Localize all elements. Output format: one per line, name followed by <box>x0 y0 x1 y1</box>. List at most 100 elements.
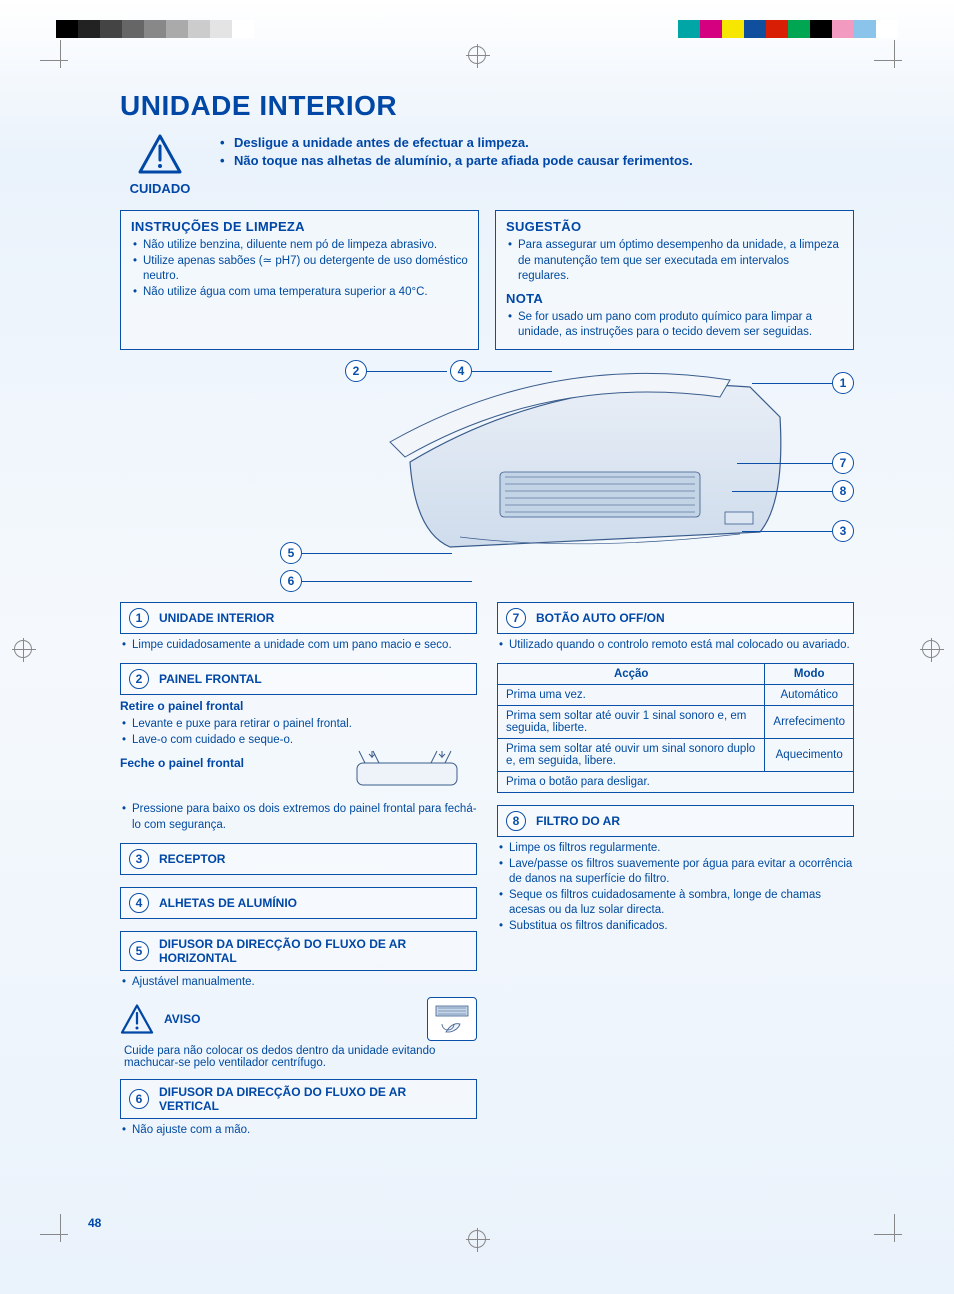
sec-item: Limpe os filtros regularmente. <box>497 841 854 857</box>
hand-fan-icon <box>427 997 477 1041</box>
cuidado-bullet: Desligue a unidade antes de efectuar a l… <box>234 134 529 152</box>
warning-triangle-icon <box>120 1004 154 1034</box>
sugestao-nota-box: SUGESTÃO Para assegurar um óptimo desemp… <box>495 210 854 350</box>
box-item: Utilize apenas sabões (≃ pH7) ou deterge… <box>131 254 468 285</box>
table-row: Prima sem soltar até ouvir um sinal sono… <box>498 739 854 772</box>
callout-6: 6 <box>280 570 302 592</box>
callout-5: 5 <box>280 542 302 564</box>
subhead: Retire o painel frontal <box>120 699 477 713</box>
sec-title: UNIDADE INTERIOR <box>159 611 274 625</box>
callout-1: 1 <box>832 372 854 394</box>
td-mode: Arrefecimento <box>765 706 854 739</box>
aviso-row: AVISO <box>120 997 477 1041</box>
aviso-text: Cuide para não colocar os dedos dentro d… <box>120 1045 477 1069</box>
crop-mark <box>874 40 914 80</box>
grayscale-bar <box>56 20 254 38</box>
registration-mark <box>468 1230 486 1248</box>
sec-item: Seque os filtros cuidadosamente à sombra… <box>497 888 854 919</box>
sec2-header: 2 PAINEL FRONTAL <box>120 663 477 695</box>
sec-title: FILTRO DO AR <box>536 814 620 828</box>
callout-4: 4 <box>450 360 472 382</box>
box-item: Se for usado um pano com produto químico… <box>506 310 843 341</box>
callout-7: 7 <box>832 452 854 474</box>
box-item: Não utilize água com uma temperatura sup… <box>131 285 468 301</box>
registration-mark <box>468 46 486 64</box>
num-circle: 8 <box>506 811 526 831</box>
info-boxes: INSTRUÇÕES DE LIMPEZA Não utilize benzin… <box>120 210 854 350</box>
left-column: 1 UNIDADE INTERIOR Limpe cuidadosamente … <box>120 602 477 1149</box>
box-item: Para assegurar um óptimo desempenho da u… <box>506 238 843 285</box>
td-action: Prima sem soltar até ouvir 1 sinal sonor… <box>498 706 765 739</box>
aviso-label: AVISO <box>164 1012 200 1026</box>
th-action: Acção <box>498 664 765 685</box>
cuidado-block: CUIDADO <box>120 134 200 196</box>
table-row: Prima sem soltar até ouvir 1 sinal sonor… <box>498 706 854 739</box>
num-circle: 1 <box>129 608 149 628</box>
num-circle: 3 <box>129 849 149 869</box>
sec-item: Pressione para baixo os dois extremos do… <box>120 802 477 833</box>
box-title: SUGESTÃO <box>506 219 843 234</box>
num-circle: 2 <box>129 669 149 689</box>
sec-title: DIFUSOR DA DIRECÇÃO DO FLUXO DE AR VERTI… <box>159 1085 468 1113</box>
page-number: 48 <box>88 1216 101 1230</box>
table-row: Prima uma vez. Automático <box>498 685 854 706</box>
page: UNIDADE INTERIOR CUIDADO •Desligue a uni… <box>0 0 954 1294</box>
box-title: INSTRUÇÕES DE LIMPEZA <box>131 219 468 234</box>
crop-mark <box>40 1214 80 1254</box>
registration-mark <box>14 640 32 658</box>
content-area: UNIDADE INTERIOR CUIDADO •Desligue a uni… <box>120 90 854 1148</box>
sec6-header: 6 DIFUSOR DA DIRECÇÃO DO FLUXO DE AR VER… <box>120 1079 477 1119</box>
sec-item: Levante e puxe para retirar o painel fro… <box>120 717 477 733</box>
sec-item: Substitua os filtros danificados. <box>497 919 854 935</box>
td-action: Prima uma vez. <box>498 685 765 706</box>
sec-title: ALHETAS DE ALUMÍNIO <box>159 896 297 910</box>
num-circle: 5 <box>129 941 149 961</box>
callout-2: 2 <box>345 360 367 382</box>
crop-mark <box>874 1214 914 1254</box>
lower-columns: 1 UNIDADE INTERIOR Limpe cuidadosamente … <box>120 602 854 1149</box>
sec7-header: 7 BOTÃO AUTO OFF/ON <box>497 602 854 634</box>
sec3-header: 3 RECEPTOR <box>120 843 477 875</box>
num-circle: 6 <box>129 1089 149 1109</box>
sec-item: Não ajuste com a mão. <box>120 1123 477 1139</box>
box-item: Não utilize benzina, diluente nem pó de … <box>131 238 468 254</box>
right-column: 7 BOTÃO AUTO OFF/ON Utilizado quando o c… <box>497 602 854 1149</box>
td-action: Prima o botão para desligar. <box>498 772 854 793</box>
table-row: Prima o botão para desligar. <box>498 772 854 793</box>
callout-8: 8 <box>832 480 854 502</box>
cuidado-bullets: •Desligue a unidade antes de efectuar a … <box>220 134 854 169</box>
registration-mark <box>922 640 940 658</box>
th-mode: Modo <box>765 664 854 685</box>
sec4-header: 4 ALHETAS DE ALUMÍNIO <box>120 887 477 919</box>
cuidado-label: CUIDADO <box>120 181 200 196</box>
sec-title: BOTÃO AUTO OFF/ON <box>536 611 665 625</box>
warning-triangle-icon <box>138 134 182 174</box>
box-title: NOTA <box>506 291 843 306</box>
mode-table: Acção Modo Prima uma vez. Automático Pri… <box>497 663 854 793</box>
sec-item: Limpe cuidadosamente a unidade com um pa… <box>120 638 477 654</box>
warning-row: CUIDADO •Desligue a unidade antes de efe… <box>120 134 854 196</box>
sec-title: DIFUSOR DA DIRECÇÃO DO FLUXO DE AR HORIZ… <box>159 937 468 965</box>
color-bar <box>678 20 898 38</box>
sec-item: Lave/passe os filtros suavemente por águ… <box>497 857 854 888</box>
sec-title: RECEPTOR <box>159 852 225 866</box>
sec-item: Utilizado quando o controlo remoto está … <box>497 638 854 654</box>
num-circle: 7 <box>506 608 526 628</box>
sec5-header: 5 DIFUSOR DA DIRECÇÃO DO FLUXO DE AR HOR… <box>120 931 477 971</box>
td-mode: Automático <box>765 685 854 706</box>
td-mode: Aquecimento <box>765 739 854 772</box>
crop-mark <box>40 40 80 80</box>
page-title: UNIDADE INTERIOR <box>120 90 854 122</box>
sec-title: PAINEL FRONTAL <box>159 672 262 686</box>
num-circle: 4 <box>129 893 149 913</box>
indoor-unit-illustration <box>380 362 800 562</box>
callout-3: 3 <box>832 520 854 542</box>
unit-diagram: 2 4 1 7 8 3 5 6 <box>120 362 854 592</box>
cuidado-bullet: Não toque nas alhetas de alumínio, a par… <box>234 152 693 170</box>
instrucoes-box: INSTRUÇÕES DE LIMPEZA Não utilize benzin… <box>120 210 479 350</box>
sec8-header: 8 FILTRO DO AR <box>497 805 854 837</box>
td-action: Prima sem soltar até ouvir um sinal sono… <box>498 739 765 772</box>
sec-item: Ajustável manualmente. <box>120 975 477 991</box>
panel-close-illustration <box>347 743 467 793</box>
sec1-header: 1 UNIDADE INTERIOR <box>120 602 477 634</box>
